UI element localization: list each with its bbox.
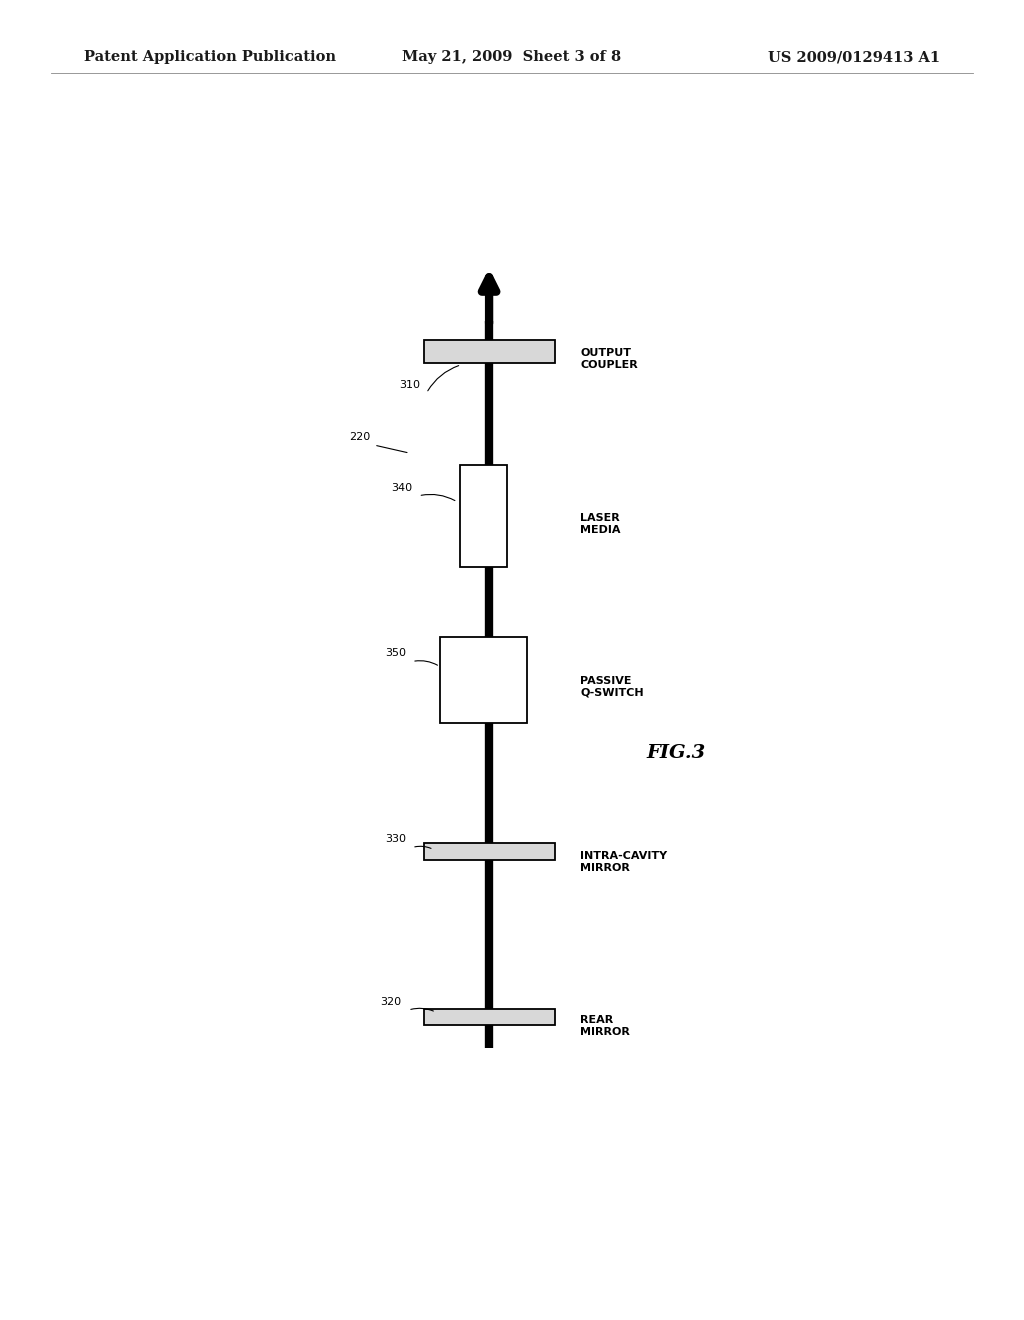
Text: LASER
MEDIA: LASER MEDIA	[581, 513, 621, 536]
Text: 220: 220	[349, 432, 370, 442]
Text: INTRA-CAVITY
MIRROR: INTRA-CAVITY MIRROR	[581, 851, 668, 873]
Text: OUTPUT
COUPLER: OUTPUT COUPLER	[581, 347, 638, 370]
Bar	[460, 466, 507, 568]
Text: 320: 320	[381, 997, 401, 1007]
Text: 340: 340	[391, 483, 412, 492]
Text: FIG.3: FIG.3	[646, 744, 706, 762]
Text: 350: 350	[385, 648, 406, 659]
Text: May 21, 2009  Sheet 3 of 8: May 21, 2009 Sheet 3 of 8	[402, 50, 622, 65]
Bar	[424, 1008, 555, 1026]
Text: US 2009/0129413 A1: US 2009/0129413 A1	[768, 50, 940, 65]
Text: Patent Application Publication: Patent Application Publication	[84, 50, 336, 65]
Text: PASSIVE
Q-SWITCH: PASSIVE Q-SWITCH	[581, 676, 644, 698]
Bar	[424, 341, 555, 363]
Text: REAR
MIRROR: REAR MIRROR	[581, 1015, 630, 1038]
Bar	[440, 636, 527, 723]
Text: 330: 330	[385, 834, 406, 845]
Bar	[424, 843, 555, 859]
Text: 310: 310	[399, 380, 420, 389]
